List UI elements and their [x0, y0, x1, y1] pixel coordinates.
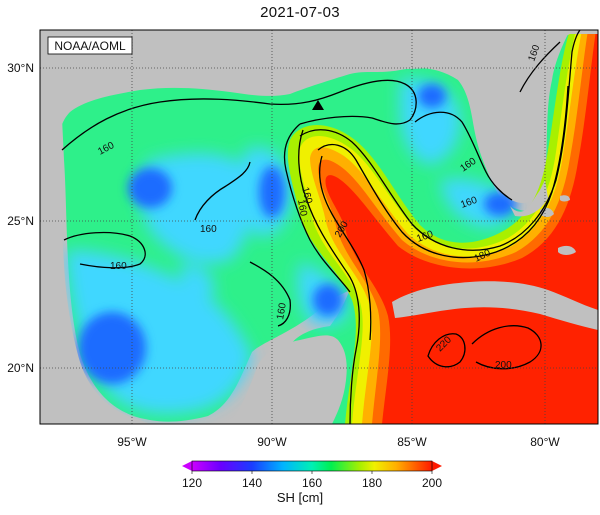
islands-east [560, 195, 570, 202]
contour-180-band [299, 30, 581, 251]
contour-160-inner-loop [283, 123, 351, 293]
contour-180-loop [298, 129, 360, 424]
contour-label: 160 [299, 186, 314, 205]
lon-label: 80°W [530, 435, 560, 449]
colorbar-max-arrow [432, 461, 442, 471]
lat-label: 25°N [7, 214, 34, 228]
colorbar-tick-label: 160 [302, 476, 322, 490]
florida-tip [510, 180, 548, 217]
bahamas-1 [540, 207, 554, 217]
map-title: 2021-07-03 [260, 4, 340, 21]
grid-lines [40, 30, 598, 424]
contour-label: 160 [275, 302, 289, 321]
contour-200-south [471, 325, 542, 370]
plot-frame [39, 29, 599, 425]
contour-220-cuba [427, 333, 466, 368]
colorbar-title: SH [cm] [276, 490, 324, 505]
latitude-axis: 30°N 25°N 20°N [7, 61, 34, 375]
colorbar: 120 140 160 180 200 [182, 460, 442, 490]
yucatan [230, 335, 347, 424]
cuba [392, 281, 598, 330]
colorbar-min-arrow [182, 461, 192, 471]
bahamas-2 [558, 245, 576, 255]
source-label: NOAA/AOML [54, 39, 126, 53]
colorbar-tick-label: 200 [422, 476, 442, 490]
plot-area [40, 30, 598, 424]
lon-label: 95°W [117, 435, 147, 449]
lat-label: 30°N [7, 61, 34, 75]
contour-label: 200 [495, 360, 512, 371]
station-triangle-marker [312, 100, 324, 110]
bahamas-3 [520, 157, 532, 167]
source-label-box: NOAA/AOML [47, 36, 133, 55]
colorbar-ticks [191, 471, 433, 474]
loop-current [287, 30, 598, 424]
lon-label: 90°W [257, 435, 287, 449]
contour-label: 160 [110, 261, 127, 272]
mexico-west [40, 160, 150, 424]
contour-200-loop [317, 85, 569, 259]
contour-label: 160 [200, 224, 217, 235]
contour-label: 160 [295, 199, 309, 218]
contour-160-central [194, 161, 251, 221]
lon-label: 85°W [397, 435, 427, 449]
lat-label: 20°N [7, 361, 34, 375]
colorbar-tick-label: 180 [362, 476, 382, 490]
contour-160-mid [249, 261, 291, 327]
longitude-axis: 95°W 90°W 85°W 80°W [117, 435, 560, 449]
colorbar-gradient [192, 461, 432, 471]
colorbar-tick-label: 120 [182, 476, 202, 490]
contour-160-florida [414, 111, 513, 201]
contour-200-inner [318, 155, 372, 341]
contour-lines [61, 30, 581, 424]
colorbar-tick-label: 140 [242, 476, 262, 490]
land-masses [40, 30, 598, 424]
contour-160-north [61, 79, 417, 151]
contour-160-west [63, 231, 146, 269]
us-coast [40, 30, 598, 204]
contour-160-east-coast [519, 41, 561, 93]
